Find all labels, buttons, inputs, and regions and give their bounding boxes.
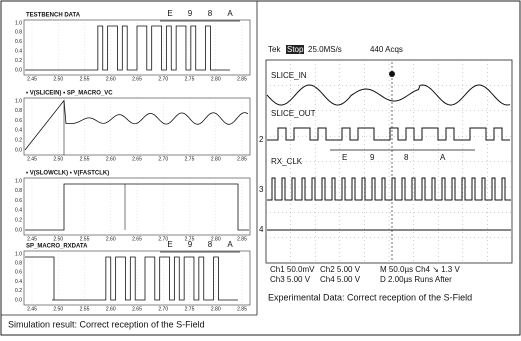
nibble-label: E	[167, 9, 172, 18]
nibble-label: E	[167, 240, 172, 249]
x-tick-label: 2.80	[211, 306, 221, 312]
x-tick-label: 2.85	[237, 156, 247, 162]
x-tick-label: 2.60	[106, 236, 116, 242]
x-tick-label: 2.60	[106, 306, 116, 312]
trace-label: SLICE_OUT	[271, 109, 316, 118]
y-tick-label: 0.4	[15, 279, 22, 285]
y-tick-label: 0.4	[15, 208, 22, 214]
nibble-label: A	[227, 240, 233, 249]
scope-footer: Ch1 50.0mV	[270, 265, 315, 274]
x-tick-label: 2.65	[132, 236, 142, 242]
x-tick-label: 2.80	[211, 76, 221, 82]
x-tick-label: 2.45	[27, 236, 37, 242]
scope-rate: 25.0MS/s	[308, 45, 342, 54]
y-tick-label: 0.6	[15, 118, 22, 124]
plot-title: • V(SLICEIN) • SP_MACRO_VC	[26, 91, 113, 97]
nibble-label: 9	[188, 240, 193, 249]
nibble-label: E	[342, 153, 347, 162]
y-tick-label: 0.8	[15, 261, 22, 267]
channel-marker: 2	[259, 135, 264, 144]
x-tick-label: 2.50	[53, 76, 63, 82]
x-tick-label: 2.50	[53, 236, 63, 242]
y-tick-label: 0.2	[15, 218, 22, 224]
x-tick-label: 2.70	[158, 156, 168, 162]
scope-footer: Ch2 5.00 V	[320, 265, 361, 274]
scope-caption: Experimental Data: Correct reception of …	[268, 292, 472, 302]
x-tick-label: 2.50	[53, 306, 63, 312]
x-tick-label: 2.85	[237, 76, 247, 82]
scope-state: Stop	[287, 45, 304, 54]
y-tick-label: 0.2	[15, 138, 22, 144]
y-tick-label: 0.2	[15, 58, 22, 64]
channel-marker: 4	[259, 225, 264, 234]
x-tick-label: 2.70	[158, 306, 168, 312]
x-tick-label: 2.60	[106, 76, 116, 82]
scope-acqs: 440 Acqs	[370, 45, 403, 54]
y-tick-label: 0.6	[15, 270, 22, 276]
y-tick-label: 0.6	[15, 39, 22, 45]
y-tick-label: 0.0	[15, 67, 22, 73]
x-tick-label: 2.80	[211, 236, 221, 242]
y-tick-label: 0.2	[15, 288, 22, 294]
x-tick-label: 2.75	[185, 156, 195, 162]
x-tick-label: 2.65	[132, 306, 142, 312]
y-tick-label: 1.0	[15, 98, 22, 104]
y-tick-label: 0.4	[15, 128, 22, 134]
scope-footer: Ch4 5.00 V	[320, 275, 361, 284]
y-tick-label: 0.0	[15, 147, 22, 153]
plot-title: • V(SLOWCLK) • V(FASTCLK)	[26, 171, 109, 177]
x-tick-label: 2.70	[158, 76, 168, 82]
x-tick-label: 2.55	[80, 156, 90, 162]
x-tick-label: 2.45	[27, 306, 37, 312]
x-tick-label: 2.75	[185, 306, 195, 312]
y-tick-label: 0.0	[15, 297, 22, 303]
nibble-label: A	[440, 153, 446, 162]
y-tick-label: 1.0	[15, 178, 22, 184]
trace-label: SLICE_IN	[271, 71, 307, 80]
plot-title: TESTBENCH DATA	[26, 13, 81, 19]
y-tick-label: 0.6	[15, 198, 22, 204]
x-tick-label: 2.65	[132, 156, 142, 162]
scope-footer: Ch3 5.00 V	[270, 275, 311, 284]
scope-footer: D 2.00µs Runs After	[380, 275, 452, 284]
y-tick-label: 0.8	[15, 108, 22, 114]
x-tick-label: 2.45	[27, 156, 37, 162]
channel-marker: 3	[259, 185, 264, 194]
nibble-label: A	[227, 9, 233, 18]
y-tick-label: 1.0	[15, 251, 22, 257]
x-tick-label: 2.45	[27, 76, 37, 82]
nibble-label: 8	[208, 9, 213, 18]
x-tick-label: 2.65	[132, 76, 142, 82]
plot-title: SP_MACRO_RXDATA	[26, 244, 88, 250]
nibble-label: 8	[208, 240, 213, 249]
y-tick-label: 0.8	[15, 30, 22, 36]
x-tick-label: 2.75	[185, 76, 195, 82]
scope-brand: Tek	[268, 45, 281, 54]
x-tick-label: 2.55	[80, 306, 90, 312]
x-tick-label: 2.85	[237, 236, 247, 242]
x-tick-label: 2.55	[80, 76, 90, 82]
sim-caption: Simulation result: Correct reception of …	[8, 319, 205, 329]
x-tick-label: 2.85	[237, 306, 247, 312]
y-tick-label: 0.4	[15, 49, 22, 55]
y-tick-label: 0.0	[15, 227, 22, 233]
x-tick-label: 2.55	[80, 236, 90, 242]
scope-footer: M 50.0µs Ch4 ↘ 1.3 V	[380, 265, 460, 274]
y-tick-label: 1.0	[15, 20, 22, 26]
x-tick-label: 2.80	[211, 156, 221, 162]
nibble-label: 9	[188, 9, 193, 18]
x-tick-label: 2.60	[106, 156, 116, 162]
nibble-label: 8	[404, 153, 409, 162]
nibble-label: 9	[370, 153, 375, 162]
y-tick-label: 0.8	[15, 188, 22, 194]
x-tick-label: 2.50	[53, 156, 63, 162]
figure: Simulation result: Correct reception of …	[0, 0, 521, 336]
